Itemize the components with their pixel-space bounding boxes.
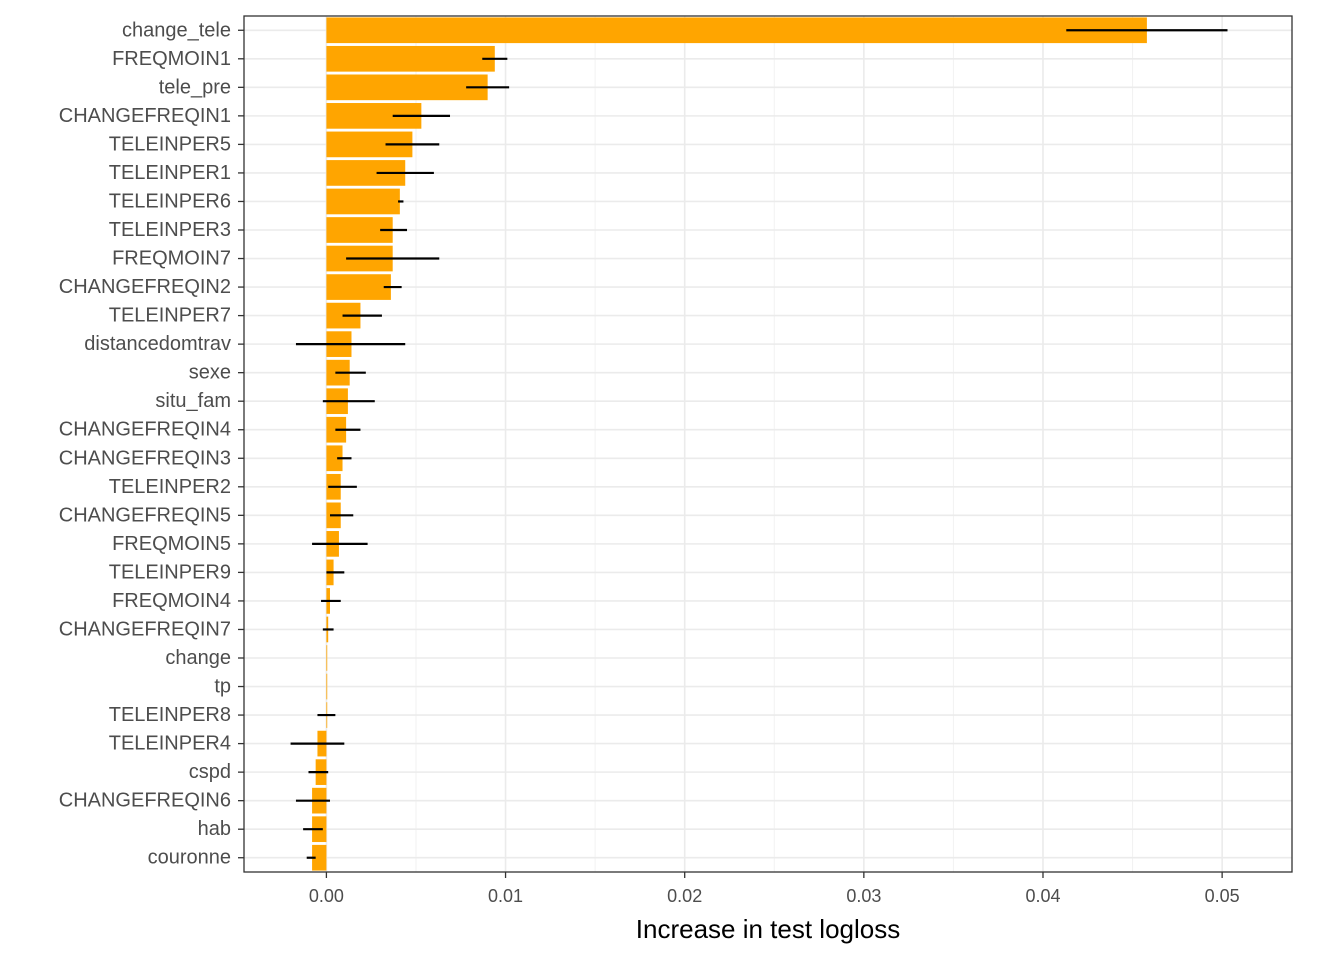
y-tick-label: tele_pre [159, 76, 231, 98]
y-tick-label: FREQMOIN5 [112, 533, 231, 555]
y-tick-label: FREQMOIN7 [112, 248, 231, 270]
y-tick-label: tp [214, 676, 231, 698]
y-tick-label: hab [198, 818, 231, 840]
y-tick-label: TELEINPER6 [109, 190, 231, 212]
panel-background [244, 16, 1292, 872]
y-tick-label: FREQMOIN1 [112, 48, 231, 70]
x-tick-label: 0.05 [1205, 886, 1240, 906]
bar [312, 844, 327, 871]
x-tick-label: 0.01 [488, 886, 523, 906]
y-tick-label: couronne [148, 847, 231, 869]
y-tick-label: TELEINPER1 [109, 162, 231, 184]
x-tick-label: 0.02 [667, 886, 702, 906]
x-axis: 0.00 0.01 0.02 0.03 0.04 0.05 [309, 872, 1240, 906]
y-tick-label: CHANGEFREQIN7 [59, 618, 231, 640]
x-axis-title: Increase in test logloss [636, 914, 900, 944]
bar [326, 673, 328, 700]
y-tick-label: TELEINPER3 [109, 219, 231, 241]
y-tick-label: change_tele [122, 19, 231, 41]
x-tick-label: 0.00 [309, 886, 344, 906]
x-tick-label: 0.03 [846, 886, 881, 906]
y-tick-label: FREQMOIN4 [112, 590, 231, 612]
y-tick-label: CHANGEFREQIN1 [59, 105, 231, 127]
y-tick-label: cspd [189, 761, 231, 783]
bar [326, 74, 488, 101]
y-tick-label: TELEINPER9 [109, 561, 231, 583]
y-tick-label: situ_fam [155, 390, 231, 412]
y-tick-label: TELEINPER2 [109, 476, 231, 498]
grid-lines [244, 16, 1292, 872]
y-tick-label: CHANGEFREQIN3 [59, 447, 231, 469]
bar [326, 45, 495, 72]
y-tick-label: TELEINPER8 [109, 704, 231, 726]
y-tick-label: change [165, 647, 231, 669]
y-tick-label: TELEINPER7 [109, 305, 231, 327]
panel-border [243, 15, 1293, 873]
bar [326, 645, 328, 671]
bar [326, 274, 391, 300]
bar [326, 17, 1147, 44]
y-tick-label: sexe [189, 362, 231, 384]
error-bars [290, 29, 1228, 859]
y-tick-label: TELEINPER4 [109, 733, 231, 755]
y-tick-label: CHANGEFREQIN2 [59, 276, 231, 298]
y-axis: change_tele FREQMOIN1 tele_pre CHANGEFREQIN… [59, 19, 244, 869]
bar [326, 445, 343, 472]
bar [326, 188, 400, 215]
y-tick-label: CHANGEFREQIN4 [59, 419, 231, 441]
y-tick-label: TELEINPER5 [109, 133, 231, 155]
y-tick-label: CHANGEFREQIN6 [59, 790, 231, 812]
x-tick-label: 0.04 [1025, 886, 1060, 906]
y-tick-label: distancedomtrav [84, 333, 231, 355]
y-tick-label: CHANGEFREQIN5 [59, 504, 231, 526]
